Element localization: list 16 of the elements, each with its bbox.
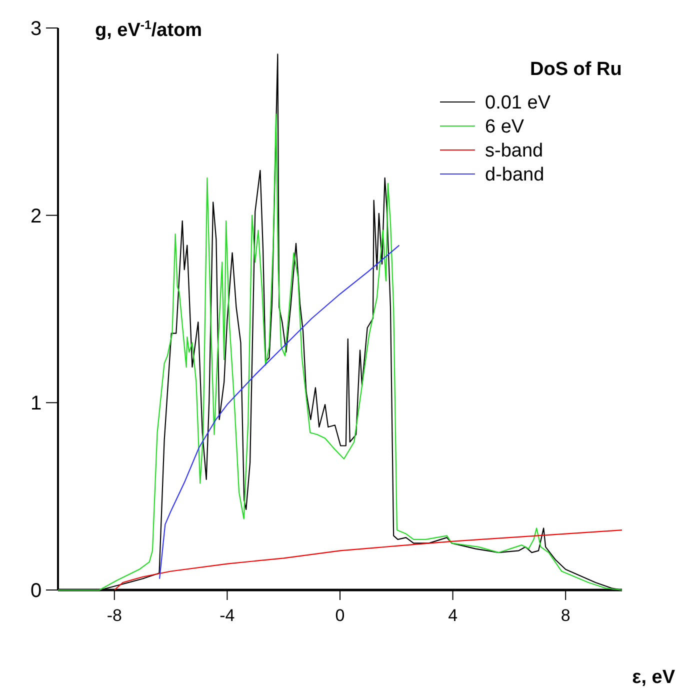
y-tick-label: 3	[30, 18, 42, 40]
y-tick-label: 1	[30, 392, 42, 415]
x-tick-label: -4	[220, 606, 235, 625]
legend-label: s-band	[485, 140, 544, 162]
x-tick-label: 8	[560, 606, 570, 625]
legend-label: d-band	[485, 164, 544, 186]
legend-label: 0.01 eV	[485, 92, 551, 114]
legend-title: DoS of Ru	[530, 59, 622, 80]
x-axis-title: ε, eV	[632, 667, 676, 688]
x-tick-label: 0	[335, 606, 345, 625]
x-tick-label: -8	[106, 606, 122, 625]
y-tick-label: 0	[30, 580, 42, 602]
y-axis-title: g, eV$^{-1}$/atom	[95, 18, 202, 41]
x-tick-label: 4	[448, 606, 458, 625]
legend-label: 6 eV	[485, 116, 524, 138]
y-tick-label: 2	[30, 205, 42, 228]
